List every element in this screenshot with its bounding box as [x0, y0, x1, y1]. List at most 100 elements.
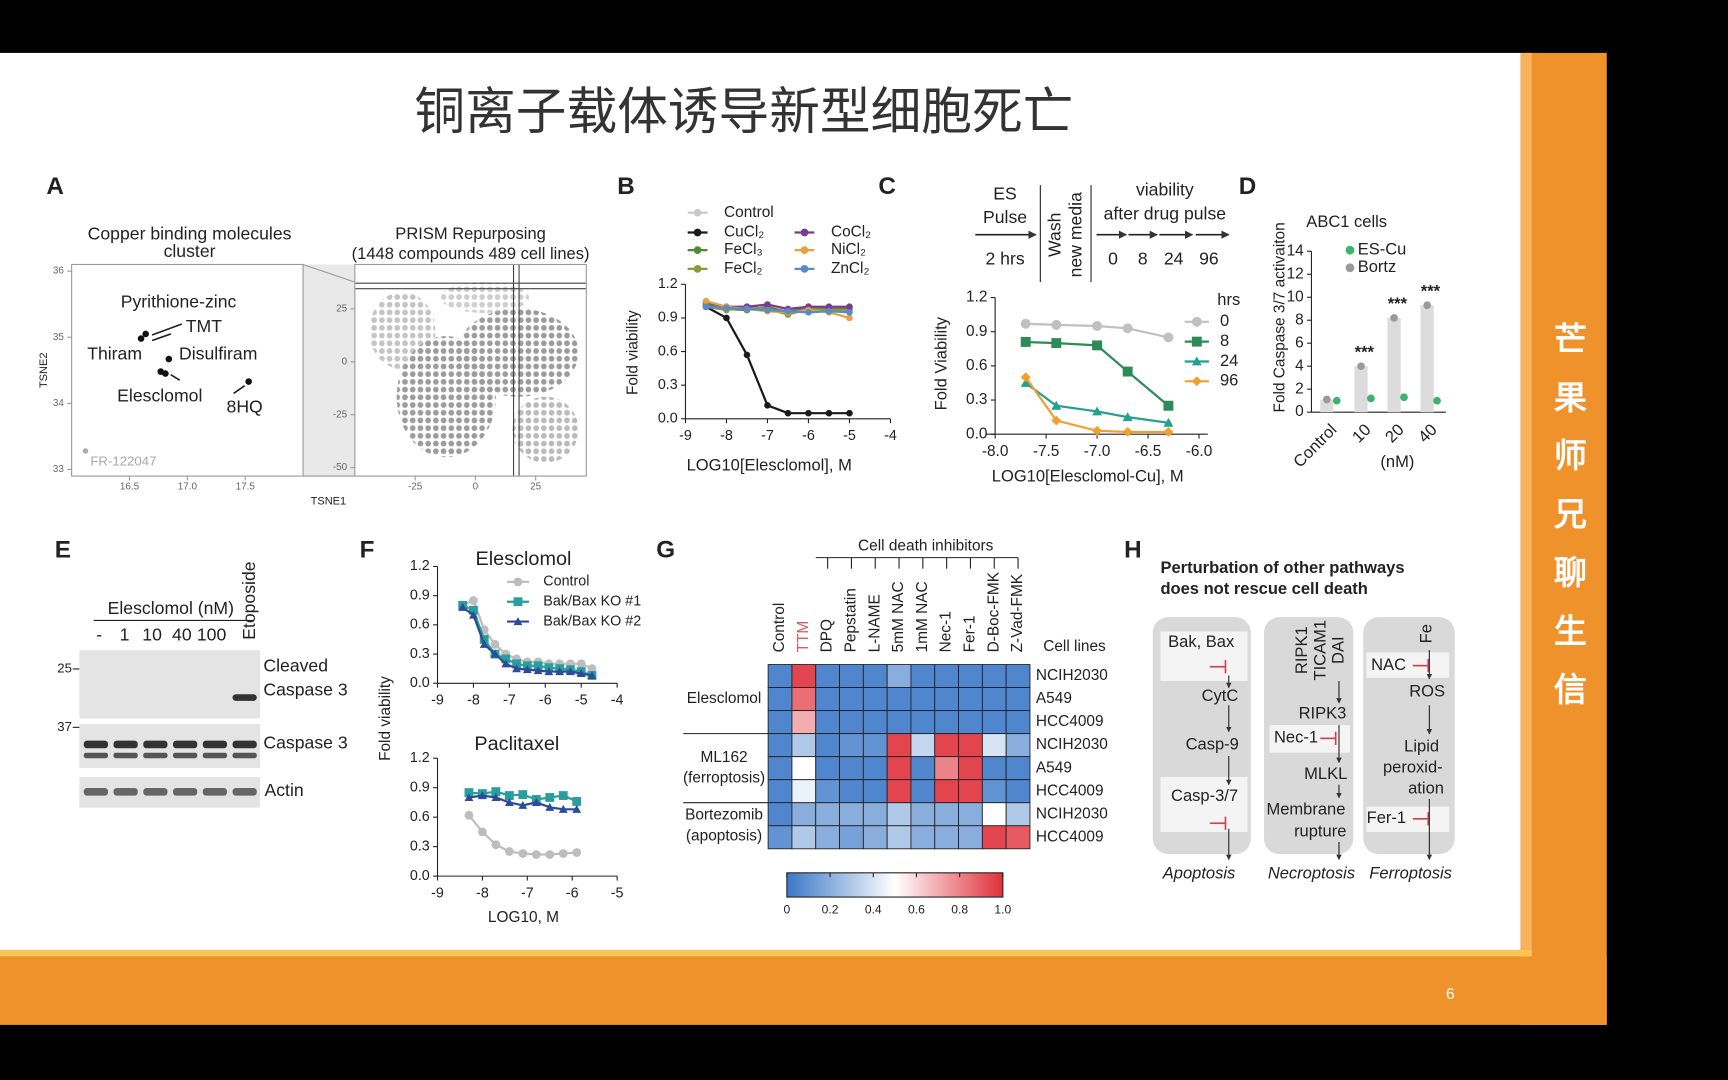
y-tick-label: 0.6 [410, 809, 430, 825]
marker [587, 671, 597, 680]
x-tick-label: 17.5 [236, 482, 256, 493]
x-tick-label: -6.5 [1135, 443, 1162, 460]
marker [544, 667, 554, 676]
label: new media [1065, 192, 1085, 277]
colorbar-label: 0.2 [822, 902, 839, 916]
lane-label: 10 [142, 625, 162, 645]
pathway-node: peroxid- [1383, 757, 1443, 776]
heatmap-cell [886, 687, 912, 712]
heatmap-cell [1005, 825, 1031, 850]
pathway-node: NAC [1371, 655, 1406, 674]
marker [491, 840, 501, 850]
panel-letter: E [55, 536, 71, 563]
footer-bar [0, 956, 1607, 1025]
legend-marker [693, 208, 702, 217]
y-tick-label: 0.3 [966, 391, 987, 408]
colorbar-label: 0.8 [951, 902, 968, 916]
marker [1020, 372, 1031, 383]
colorbar-label: 0.6 [908, 902, 925, 916]
x-tick-label: 25 [530, 482, 542, 493]
legend-label: Control [724, 204, 774, 221]
y-tick-label: 0.0 [658, 411, 678, 427]
legend-label: CuCl₂ [724, 224, 764, 241]
axis-label: Fold viability [377, 676, 394, 761]
heatmap-cell [981, 756, 1007, 781]
heatmap-cell [815, 825, 840, 850]
row-label: A549 [1036, 759, 1072, 776]
y-tick-label: 34 [53, 398, 65, 409]
marker [504, 798, 514, 806]
panel-letter: F [360, 536, 375, 563]
band [173, 752, 198, 759]
bar [1387, 317, 1401, 413]
pathway-node: TICAM1 [1311, 620, 1330, 681]
axis-label: TSNE2 [38, 353, 50, 389]
slide-title: 铜离子载体诱导新型细胞死亡 [414, 83, 1073, 140]
marker [1020, 337, 1031, 347]
zoom-line [302, 263, 356, 283]
pathway-node: ation [1408, 778, 1444, 797]
leader-line [170, 373, 181, 381]
legend-marker [693, 228, 702, 237]
significance: *** [1421, 281, 1441, 300]
dot [1367, 394, 1375, 403]
marker [576, 669, 586, 678]
scatter-cloud [396, 336, 496, 458]
label: Wash [1044, 213, 1064, 257]
marker [464, 810, 474, 820]
marker [522, 665, 532, 674]
marker [512, 664, 521, 673]
y-tick-label: 6 [1295, 334, 1304, 351]
label: Actin [264, 780, 303, 800]
legend-marker [1191, 336, 1202, 347]
y-tick-label: -50 [333, 462, 348, 473]
colorbar-label: 0.4 [865, 902, 882, 916]
heatmap-cell [910, 710, 936, 735]
label: 0 [1108, 249, 1118, 269]
y-tick-label: 14 [1287, 242, 1305, 259]
heatmap-cell [815, 802, 840, 827]
marker [1122, 412, 1133, 422]
colorbar [786, 872, 1004, 898]
annotation: FR-122047 [90, 453, 156, 468]
y-tick-label: 0.9 [658, 310, 678, 326]
x-tick-label: -6 [566, 886, 579, 902]
heatmap-cell [981, 664, 1007, 689]
x-tick-label: -7 [521, 886, 534, 902]
heatmap-cell [934, 779, 959, 804]
pathway-node: Nec-1 [1274, 728, 1318, 747]
marker [545, 850, 555, 859]
marker [504, 847, 514, 856]
marker [558, 804, 568, 813]
marker [1051, 338, 1062, 349]
label: Cleaved [263, 655, 328, 675]
marker [512, 659, 521, 669]
panel-a-frames [302, 263, 587, 477]
heatmap-cell [934, 825, 959, 850]
page-number: 6 [1446, 986, 1455, 1003]
pathway-node: Fer-1 [1367, 808, 1406, 827]
lane-label: 40 [172, 625, 192, 645]
annotation: Disulfiram [179, 344, 257, 364]
x-tick-label: -8 [720, 428, 733, 444]
annotation: Elesclomol [117, 385, 202, 405]
blot [79, 776, 261, 808]
label: PRISM Repurposing [395, 224, 546, 243]
marker [1092, 406, 1103, 416]
legend-marker [513, 597, 523, 607]
band [232, 787, 257, 796]
lane-label: 100 [197, 625, 227, 645]
bar [1420, 305, 1434, 413]
marker [572, 804, 582, 813]
heatmap-cell [767, 802, 793, 827]
legend-marker [800, 228, 809, 237]
legend-label: FeCl₂ [724, 260, 763, 277]
heatmap-cell [910, 779, 936, 804]
heatmap-cell [886, 802, 912, 827]
label: Cell death inhibitors [858, 538, 994, 555]
x-tick-label: -5 [843, 428, 856, 444]
heatmap-cell [839, 779, 864, 804]
axis-label: LOG10[Elesclomol], M [687, 456, 852, 475]
heatmap-cell [839, 687, 864, 712]
sidebar-char: 聊 [1554, 555, 1587, 592]
